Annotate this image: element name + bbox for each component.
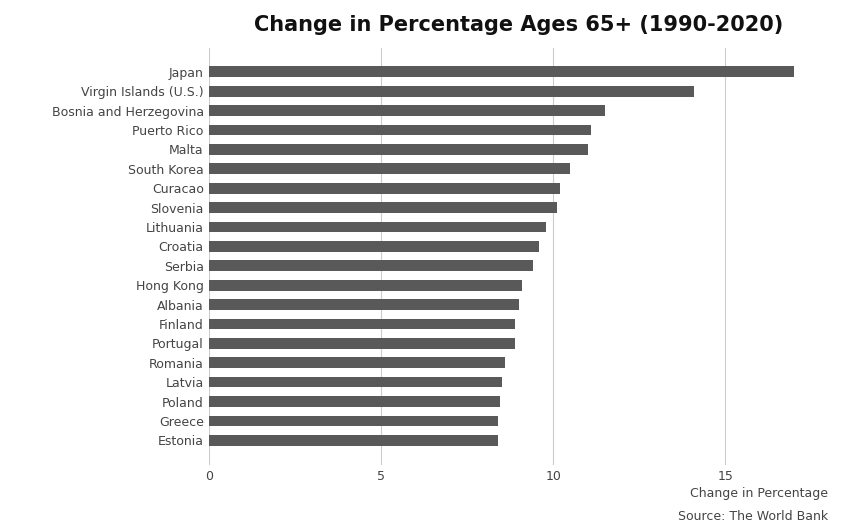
Text: Source: The World Bank: Source: The World Bank <box>677 510 827 523</box>
Bar <box>209 416 497 426</box>
Bar <box>209 338 514 348</box>
Bar <box>209 241 539 252</box>
Bar <box>209 125 590 135</box>
Bar <box>209 86 693 97</box>
Bar <box>209 164 570 174</box>
Bar <box>209 318 514 329</box>
Bar <box>209 105 604 116</box>
Bar <box>209 377 501 388</box>
Bar <box>209 67 793 77</box>
Bar <box>209 202 556 213</box>
Bar <box>209 260 532 271</box>
Bar <box>209 222 546 232</box>
Bar <box>209 396 499 407</box>
Title: Change in Percentage Ages 65+ (1990-2020): Change in Percentage Ages 65+ (1990-2020… <box>254 15 782 35</box>
Bar <box>209 357 504 368</box>
Bar <box>209 144 587 155</box>
Bar <box>209 299 518 310</box>
Bar <box>209 280 522 290</box>
Bar <box>209 183 560 194</box>
X-axis label: Change in Percentage: Change in Percentage <box>689 487 827 499</box>
Bar <box>209 435 497 446</box>
